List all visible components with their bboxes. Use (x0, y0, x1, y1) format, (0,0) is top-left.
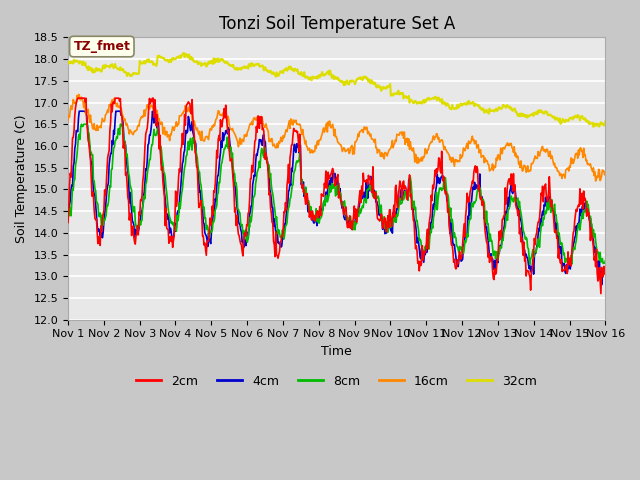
32cm (64, 59, 72, 64)
4cm (419, 248, 426, 253)
2cm (419, 243, 426, 249)
Title: Tonzi Soil Temperature Set A: Tonzi Soil Temperature Set A (219, 15, 455, 33)
4cm (76, 108, 83, 114)
8cm (602, 258, 609, 264)
8cm (74, 142, 81, 148)
Line: 32cm: 32cm (68, 53, 605, 127)
2cm (213, 147, 221, 153)
32cm (419, 101, 426, 107)
4cm (64, 211, 72, 217)
2cm (74, 96, 81, 101)
16cm (130, 130, 138, 136)
32cm (213, 57, 221, 63)
8cm (64, 207, 72, 213)
16cm (213, 116, 221, 121)
32cm (129, 70, 137, 76)
4cm (130, 222, 138, 228)
16cm (403, 139, 410, 145)
8cm (130, 204, 138, 210)
4cm (184, 114, 192, 120)
Line: 2cm: 2cm (68, 98, 605, 294)
16cm (419, 158, 426, 164)
X-axis label: Time: Time (321, 345, 352, 358)
32cm (602, 118, 609, 124)
Legend: 2cm, 4cm, 8cm, 16cm, 32cm: 2cm, 4cm, 8cm, 16cm, 32cm (131, 370, 542, 393)
4cm (74, 129, 81, 134)
32cm (74, 59, 81, 64)
4cm (213, 184, 221, 190)
16cm (75, 92, 83, 97)
Line: 16cm: 16cm (68, 95, 605, 181)
16cm (184, 105, 192, 110)
8cm (419, 249, 426, 255)
2cm (130, 234, 138, 240)
8cm (184, 139, 192, 144)
16cm (602, 169, 609, 175)
Line: 8cm: 8cm (68, 124, 605, 264)
2cm (597, 291, 605, 297)
16cm (592, 178, 600, 184)
8cm (213, 203, 221, 208)
4cm (602, 268, 609, 274)
2cm (602, 269, 609, 275)
8cm (403, 195, 410, 201)
16cm (64, 118, 72, 123)
Text: TZ_fmet: TZ_fmet (74, 40, 131, 53)
Line: 4cm: 4cm (68, 111, 605, 285)
4cm (403, 190, 410, 196)
2cm (75, 96, 83, 101)
8cm (526, 262, 534, 267)
8cm (77, 121, 85, 127)
32cm (403, 95, 410, 101)
4cm (598, 282, 605, 288)
16cm (74, 96, 81, 102)
Y-axis label: Soil Temperature (C): Soil Temperature (C) (15, 114, 28, 243)
32cm (184, 53, 192, 59)
32cm (589, 124, 597, 130)
2cm (64, 220, 72, 226)
32cm (180, 50, 188, 56)
2cm (184, 99, 192, 105)
2cm (403, 189, 410, 195)
